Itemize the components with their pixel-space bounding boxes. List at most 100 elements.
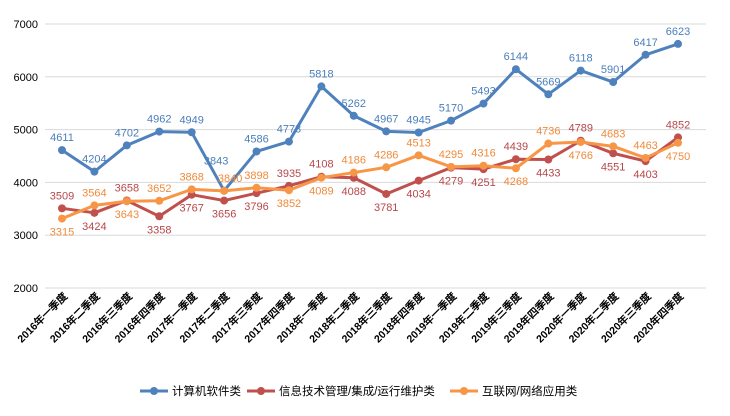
data-point — [609, 149, 618, 158]
data-labels: 4611 4204 4702 4962 4949 3843 4586 4773 5818 5262… — [50, 26, 690, 239]
data-label: 3652 — [147, 183, 171, 195]
data-point — [220, 186, 229, 195]
data-label: 3643 — [115, 209, 139, 221]
data-label: 6417 — [633, 37, 657, 49]
data-point — [479, 99, 488, 108]
data-point — [284, 186, 293, 195]
data-point — [576, 66, 585, 75]
data-label: 3796 — [244, 201, 268, 213]
data-label: 4551 — [601, 161, 625, 173]
data-label: 4439 — [504, 141, 528, 153]
data-point — [122, 197, 131, 206]
y-tick-label: 6000 — [14, 72, 38, 84]
data-label: 3781 — [374, 202, 398, 214]
data-label: 5493 — [471, 86, 495, 98]
data-label: 3852 — [277, 198, 301, 210]
data-point — [155, 127, 164, 136]
data-label: 3840 — [218, 173, 242, 185]
data-label: 4463 — [633, 140, 657, 152]
data-point — [511, 164, 520, 173]
data-point — [252, 183, 261, 192]
data-label: 4766 — [568, 150, 592, 162]
data-label: 4186 — [342, 155, 366, 167]
data-point — [511, 155, 520, 164]
data-point — [609, 78, 618, 87]
x-axis-ticks: 2016年一季度2016年二季度2016年三季度2016年四季度2017年一季度… — [15, 290, 687, 346]
data-point — [544, 90, 553, 99]
data-point — [576, 137, 585, 146]
data-label: 3358 — [147, 224, 171, 236]
data-label: 3767 — [179, 203, 203, 215]
data-label: 4773 — [277, 124, 301, 136]
data-point — [155, 196, 164, 205]
data-label: 4204 — [82, 154, 106, 166]
data-label: 4286 — [374, 149, 398, 161]
data-label: 3656 — [212, 209, 236, 221]
legend-label: 信息技术管理/集成/运行维护类 — [279, 384, 435, 398]
data-label: 4852 — [666, 119, 690, 131]
data-point — [58, 204, 66, 213]
data-label: 4108 — [309, 159, 333, 171]
data-label: 4962 — [147, 114, 171, 126]
legend: 计算机软件类 信息技术管理/集成/运行维护类 互联网/网络应用类 — [140, 384, 578, 398]
data-label: 4513 — [406, 137, 430, 149]
data-point — [544, 155, 553, 164]
data-label: 3424 — [82, 221, 106, 233]
data-point — [511, 65, 520, 74]
y-tick-label: 2000 — [14, 283, 38, 295]
data-point — [122, 141, 131, 150]
data-label: 6118 — [569, 53, 593, 65]
data-label: 4702 — [115, 127, 139, 139]
data-point — [609, 142, 618, 151]
data-point — [479, 161, 488, 170]
data-label: 3868 — [179, 171, 203, 183]
data-label: 4295 — [439, 149, 463, 161]
y-axis-ticks: 2000 3000 4000 5000 6000 7000 — [14, 19, 38, 295]
data-point — [90, 208, 99, 217]
data-label: 4088 — [342, 186, 366, 198]
data-label: 6144 — [504, 51, 528, 63]
data-point — [641, 50, 650, 59]
data-label: 3898 — [244, 170, 268, 182]
data-label: 4750 — [666, 151, 690, 163]
data-label: 5262 — [342, 98, 366, 110]
series-line-0 — [61, 42, 679, 193]
y-tick-label: 4000 — [14, 177, 38, 189]
data-point — [317, 173, 326, 182]
data-label: 4967 — [374, 113, 398, 125]
data-label: 4268 — [504, 176, 528, 188]
data-label: 4251 — [471, 177, 495, 189]
gridlines — [45, 23, 706, 289]
data-point — [414, 151, 423, 160]
data-point — [414, 176, 423, 185]
data-point — [674, 39, 682, 48]
data-label: 4089 — [309, 186, 333, 198]
data-label: 4586 — [244, 133, 268, 145]
data-label: 4611 — [50, 132, 74, 144]
data-point — [317, 82, 326, 91]
data-label: 4683 — [601, 128, 625, 140]
legend-marker — [150, 387, 158, 395]
legend-label: 互联网/网络应用类 — [482, 384, 578, 398]
data-label: 4034 — [406, 189, 430, 201]
data-point — [414, 128, 423, 137]
series-line-1 — [61, 136, 679, 218]
data-label: 6623 — [666, 26, 690, 38]
legend-marker — [257, 387, 265, 395]
y-tick-label: 3000 — [14, 230, 38, 242]
data-point — [220, 196, 229, 205]
data-point — [90, 201, 99, 210]
data-point — [187, 185, 196, 194]
data-point — [284, 137, 293, 146]
data-point — [155, 212, 164, 221]
data-point — [447, 162, 456, 171]
data-label: 3658 — [115, 182, 139, 194]
data-label: 5170 — [439, 103, 463, 115]
data-label: 4433 — [536, 168, 560, 180]
data-point — [58, 214, 66, 223]
data-point — [90, 167, 99, 176]
data-point — [58, 146, 66, 155]
y-tick-label: 7000 — [14, 19, 38, 31]
data-label: 4316 — [471, 148, 495, 160]
